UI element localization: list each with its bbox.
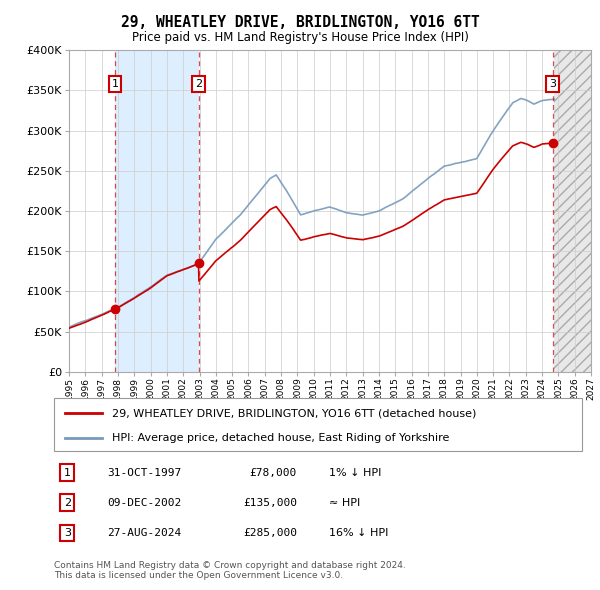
Text: 31-OCT-1997: 31-OCT-1997 xyxy=(107,468,181,477)
Text: 2: 2 xyxy=(195,79,202,89)
Text: 3: 3 xyxy=(549,79,556,89)
Text: 1% ↓ HPI: 1% ↓ HPI xyxy=(329,468,381,477)
Text: This data is licensed under the Open Government Licence v3.0.: This data is licensed under the Open Gov… xyxy=(54,571,343,580)
Text: 1: 1 xyxy=(112,79,119,89)
Text: 27-AUG-2024: 27-AUG-2024 xyxy=(107,528,181,538)
FancyBboxPatch shape xyxy=(54,398,582,451)
Text: ≈ HPI: ≈ HPI xyxy=(329,498,360,508)
Text: £285,000: £285,000 xyxy=(243,528,297,538)
Text: Price paid vs. HM Land Registry's House Price Index (HPI): Price paid vs. HM Land Registry's House … xyxy=(131,31,469,44)
Text: 2: 2 xyxy=(64,498,71,508)
Text: 09-DEC-2002: 09-DEC-2002 xyxy=(107,498,181,508)
Text: £135,000: £135,000 xyxy=(243,498,297,508)
Text: 29, WHEATLEY DRIVE, BRIDLINGTON, YO16 6TT (detached house): 29, WHEATLEY DRIVE, BRIDLINGTON, YO16 6T… xyxy=(112,408,476,418)
Text: £78,000: £78,000 xyxy=(250,468,297,477)
Text: 1: 1 xyxy=(64,468,71,477)
Text: 16% ↓ HPI: 16% ↓ HPI xyxy=(329,528,388,538)
Text: 3: 3 xyxy=(64,528,71,538)
Text: HPI: Average price, detached house, East Riding of Yorkshire: HPI: Average price, detached house, East… xyxy=(112,433,449,443)
Text: 29, WHEATLEY DRIVE, BRIDLINGTON, YO16 6TT: 29, WHEATLEY DRIVE, BRIDLINGTON, YO16 6T… xyxy=(121,15,479,30)
Bar xyxy=(115,50,199,372)
Text: Contains HM Land Registry data © Crown copyright and database right 2024.: Contains HM Land Registry data © Crown c… xyxy=(54,560,406,569)
Bar xyxy=(554,50,591,372)
